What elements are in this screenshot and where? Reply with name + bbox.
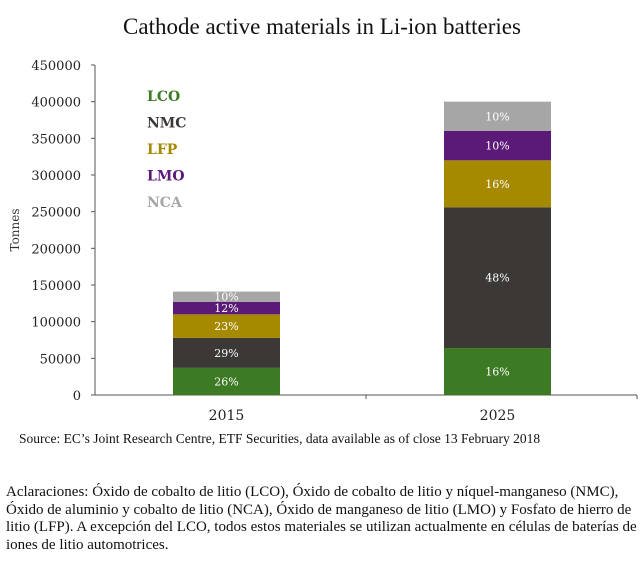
y-tick-label: 200000 <box>31 242 81 257</box>
y-tick-label: 100000 <box>31 316 81 331</box>
y-tick-label: 300000 <box>31 169 81 184</box>
legend-item-nmc: NMC <box>147 116 186 132</box>
bar-segment-nmc <box>173 337 280 368</box>
data-label: 16% <box>485 178 509 191</box>
bar-segment-lfp <box>173 314 280 338</box>
data-label: 12% <box>214 302 238 315</box>
y-tick-label: 150000 <box>31 279 81 294</box>
data-label: 29% <box>214 347 238 360</box>
y-tick-label: 250000 <box>31 206 81 221</box>
chart-title: Cathode active materials in Li-ion batte… <box>123 14 521 39</box>
legend-item-lmo: LMO <box>147 169 185 185</box>
bar-segment-lco <box>173 367 280 395</box>
bar-segment-lco <box>444 348 551 395</box>
x-tick-label: 2015 <box>209 408 245 424</box>
legend-item-lco: LCO <box>147 89 180 105</box>
legend-item-nca: NCA <box>147 195 183 211</box>
bar-segment-nca <box>444 101 551 131</box>
data-label: 23% <box>214 320 238 333</box>
bar-segment-lmo <box>444 131 551 161</box>
bar-segment-lmo <box>173 301 280 315</box>
y-tick-label: 50000 <box>40 352 81 367</box>
bar-segment-lfp <box>444 160 551 208</box>
bars: 26%29%23%12%10%16%48%16%10%10% <box>173 101 551 395</box>
data-label: 10% <box>485 140 509 153</box>
y-tick-label: 350000 <box>31 132 81 147</box>
source-note: Source: EC’s Joint Research Centre, ETF … <box>19 431 541 446</box>
y-tick-label: 450000 <box>31 59 81 74</box>
data-label: 10% <box>214 291 238 304</box>
chart-area: 0 50000 100000 150000 200000 250000 300000 3500… <box>8 59 638 424</box>
data-label: 10% <box>485 110 509 123</box>
axes: 0 50000 100000 150000 200000 250000 300000 3500… <box>8 59 638 424</box>
data-label: 26% <box>214 375 238 388</box>
legend: LCO NMC LFP LMO NCA <box>147 89 186 211</box>
x-tick-label: 2025 <box>480 408 516 424</box>
data-label: 48% <box>485 272 509 285</box>
y-tick-label: 400000 <box>31 96 81 111</box>
y-axis-title: Tonnes <box>8 208 22 251</box>
bar-segment-nca <box>173 291 280 302</box>
clarifications-note: Aclaraciones: Óxido de cobalto de litio … <box>6 484 637 553</box>
data-label: 16% <box>485 366 509 379</box>
bar-segment-nmc <box>444 207 551 349</box>
legend-item-lfp: LFP <box>147 142 178 158</box>
y-tick-label: 0 <box>73 389 81 404</box>
